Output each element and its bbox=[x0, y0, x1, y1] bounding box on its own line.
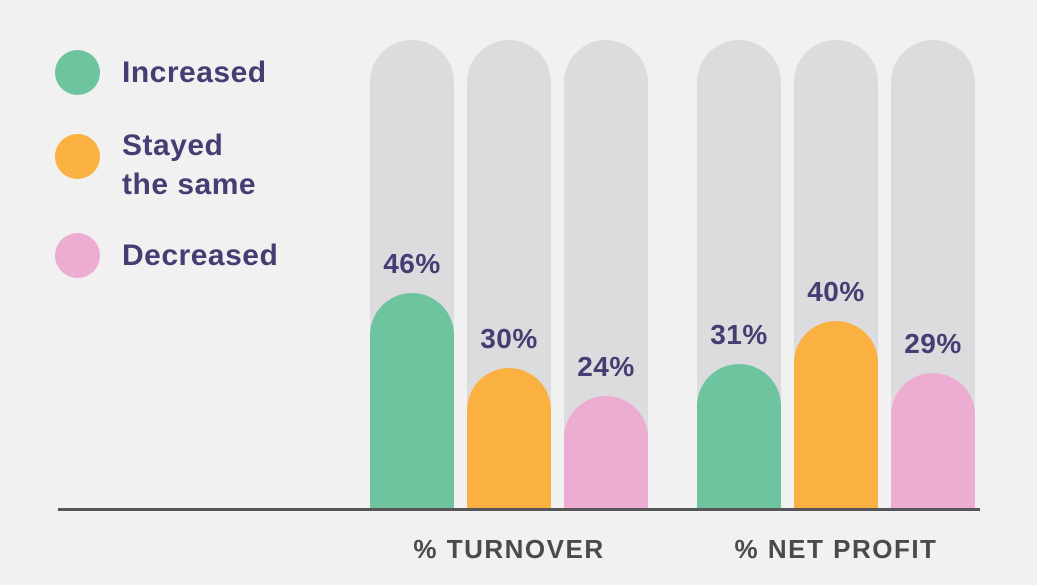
bar-track: 24% bbox=[564, 40, 648, 509]
bar-stayed-the-same-turnover bbox=[467, 368, 551, 509]
bar-group-net-profit: 31% 40% 29% bbox=[697, 40, 975, 509]
value-label-increased-net-profit: 31% bbox=[710, 318, 768, 350]
bar-track: 29% bbox=[891, 40, 975, 509]
value-label-stayed-the-same-net-profit: 40% bbox=[807, 276, 865, 308]
legend-item-decreased: Decreased bbox=[55, 233, 278, 278]
value-label-stayed-the-same-turnover: 30% bbox=[480, 323, 538, 355]
legend-label-increased: Increased bbox=[122, 56, 267, 89]
legend-dot-increased-icon bbox=[55, 50, 100, 95]
bar-track: 46% bbox=[370, 40, 454, 509]
bar-increased-turnover bbox=[370, 293, 454, 509]
value-label-decreased-turnover: 24% bbox=[577, 351, 635, 383]
bar-increased-net-profit bbox=[697, 363, 781, 509]
legend-label-decreased: Decreased bbox=[122, 239, 279, 272]
value-label-decreased-net-profit: 29% bbox=[904, 328, 962, 359]
legend-item-increased: Increased bbox=[55, 50, 267, 95]
axis-label-net-profit: % NET PROFIT bbox=[734, 534, 938, 564]
axis-label-turnover: % TURNOVER bbox=[413, 534, 605, 564]
legend-dot-decreased-icon bbox=[55, 233, 100, 278]
bar-track: 31% bbox=[697, 40, 781, 509]
bar-group-turnover: 46% 30% 24% bbox=[370, 40, 648, 509]
bar-decreased-turnover bbox=[564, 396, 648, 509]
bar-track: 40% bbox=[794, 40, 878, 509]
legend-label-stayed-the-same: Stayed the same bbox=[122, 129, 257, 201]
x-axis-line bbox=[58, 508, 980, 511]
legend: Increased Stayed the same Decreased bbox=[55, 0, 355, 320]
legend-item-stayed-the-same: Stayed the same bbox=[55, 126, 262, 204]
bar-track: 30% bbox=[467, 40, 551, 509]
bar-stayed-the-same-net-profit bbox=[794, 321, 878, 509]
value-label-increased-turnover: 46% bbox=[383, 248, 441, 280]
bar-decreased-net-profit bbox=[891, 373, 975, 509]
legend-dot-stayed-the-same-icon bbox=[55, 134, 100, 179]
